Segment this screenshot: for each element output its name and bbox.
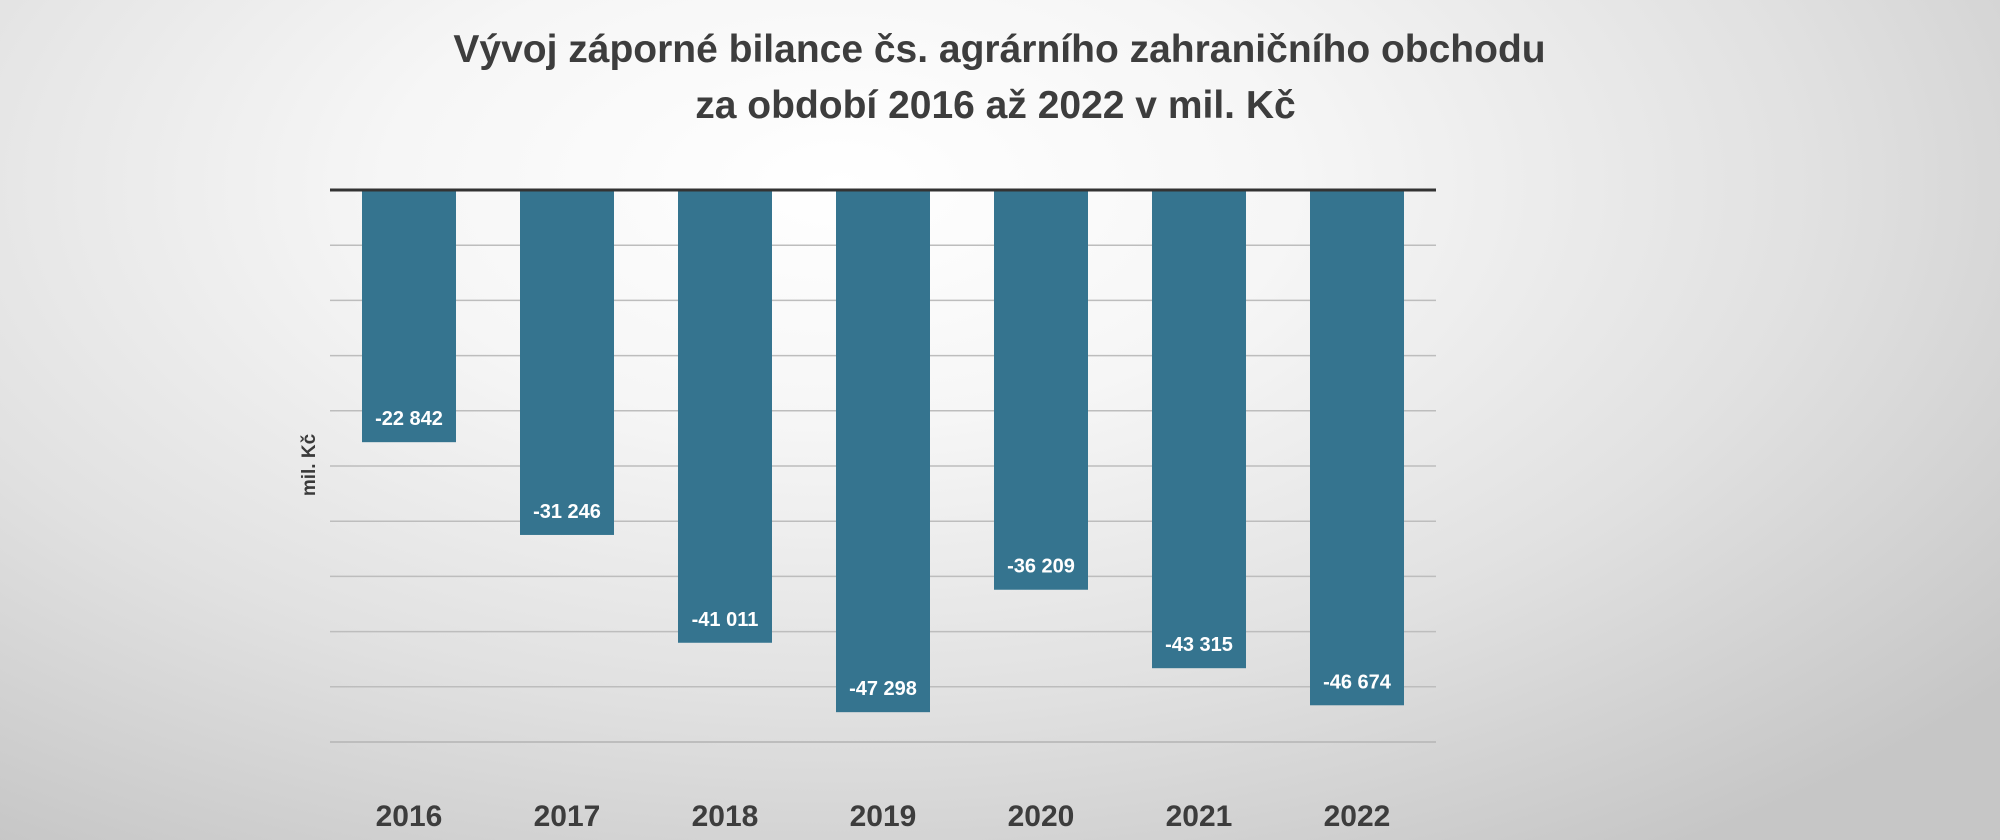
bar-value-label-2022: -46 674 (1323, 671, 1392, 693)
bar-value-label-2017: -31 246 (533, 501, 601, 523)
x-tick-label-2016: 2016 (376, 800, 443, 833)
x-tick-label-2021: 2021 (1166, 800, 1233, 833)
x-tick-label-2019: 2019 (850, 800, 917, 833)
bar-value-label-2018: -41 011 (692, 609, 759, 631)
x-tick-label-2020: 2020 (1008, 800, 1075, 833)
x-tick-label-2018: 2018 (692, 800, 759, 833)
bar-2016 (362, 190, 456, 443)
x-tick-label-2022: 2022 (1324, 800, 1391, 833)
bar-value-label-2020: -36 209 (1007, 556, 1075, 578)
bar-2019 (836, 190, 930, 713)
chart-title-line-1: Vývoj záporné bilance čs. agrárního zahr… (453, 28, 1546, 71)
bar-value-label-2021: -43 315 (1165, 634, 1233, 656)
bar-value-label-2016: -22 842 (375, 408, 443, 430)
bar-2021 (1152, 190, 1246, 669)
chart-title-line-2: za období 2016 až 2022 v mil. Kč (695, 84, 1296, 127)
chart-title: Vývoj záporné bilance čs. agrárního zahr… (0, 22, 1999, 134)
bar-2020 (994, 190, 1088, 590)
bar-value-label-2019: -47 298 (849, 678, 917, 700)
x-tick-label-2017: 2017 (534, 800, 601, 833)
bar-2022 (1310, 190, 1404, 706)
bar-2018 (678, 190, 772, 643)
bar-2017 (520, 190, 614, 535)
